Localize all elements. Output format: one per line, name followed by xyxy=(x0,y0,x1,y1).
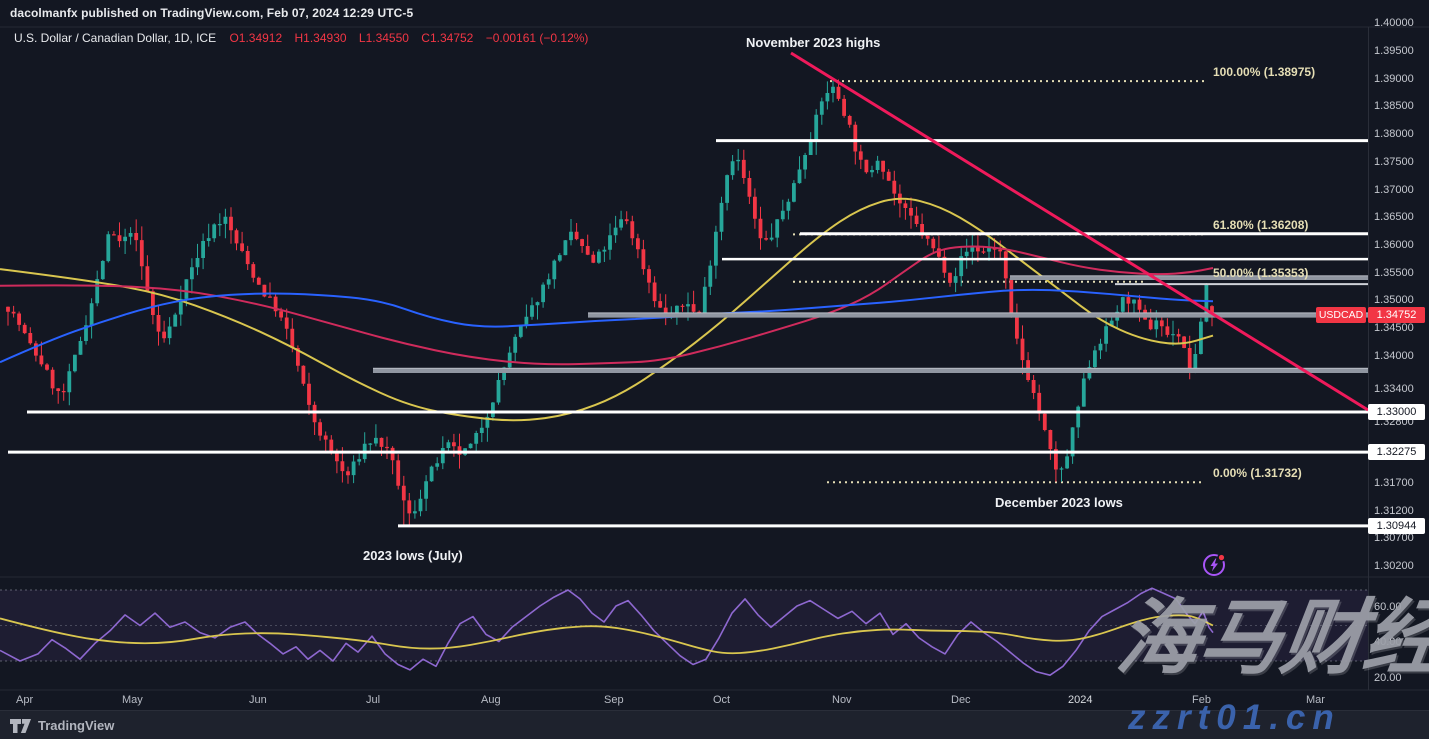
fib-label: 50.00% (1.35353) xyxy=(1213,265,1309,280)
price-tick: 1.37000 xyxy=(1374,183,1414,196)
ohlc-change: −0.00161 (−0.12%) xyxy=(485,31,589,45)
rsi-band-fill xyxy=(0,590,1368,661)
price-tick: 1.31200 xyxy=(1374,504,1414,517)
level-price-label: 1.33000 xyxy=(1368,404,1425,420)
price-tick: 1.34000 xyxy=(1374,349,1414,362)
symbol-title: U.S. Dollar / Canadian Dollar, 1D, ICE xyxy=(14,31,217,45)
usdcad-price-tag-value: 1.34752 xyxy=(1368,306,1425,323)
time-label-feb: Feb xyxy=(1192,694,1211,706)
level-price-label: 1.30944 xyxy=(1368,517,1425,534)
time-label-2024: 2024 xyxy=(1068,694,1093,706)
fib-label: 61.80% (1.36208) xyxy=(1213,218,1309,233)
symbol-ohlc-row: U.S. Dollar / Canadian Dollar, 1D, ICE O… xyxy=(14,31,597,45)
price-tick: 1.36500 xyxy=(1374,211,1414,224)
ma-yellow-line xyxy=(0,197,1214,422)
time-label-mar: Mar xyxy=(1306,694,1325,706)
price-tick: 1.34500 xyxy=(1374,321,1414,334)
footer-brand-text: TradingView xyxy=(38,718,115,733)
ma-pink-line xyxy=(0,245,1214,366)
price-tick: 1.30700 xyxy=(1374,532,1414,545)
price-tick: 1.39000 xyxy=(1374,72,1414,85)
price-tick: 1.35500 xyxy=(1374,266,1414,279)
price-tick: 1.33400 xyxy=(1374,382,1414,395)
tradingview-logo-link[interactable]: TradingView xyxy=(10,718,114,733)
fib-label: 100.00% (1.38975) xyxy=(1213,65,1316,80)
ohlc-open: O1.34912 xyxy=(229,31,283,45)
price-tick: 1.35000 xyxy=(1374,294,1414,307)
rsi-axis-label: 20.00 xyxy=(1374,671,1402,684)
time-label-oct: Oct xyxy=(713,694,731,706)
ohlc-close: C1.34752 xyxy=(421,31,474,45)
price-tick: 1.38000 xyxy=(1374,128,1414,141)
tradingview-logo-icon xyxy=(10,718,31,733)
time-label-jun: Jun xyxy=(249,694,267,706)
price-tick: 1.40000 xyxy=(1374,17,1414,30)
footer-bar: TradingView xyxy=(0,710,1429,739)
time-label-may: May xyxy=(122,694,143,706)
price-tick: 1.39500 xyxy=(1374,45,1414,58)
level-price-label: 1.32275 xyxy=(1368,444,1425,461)
lightning-bolt-glyph xyxy=(1210,558,1218,572)
rsi-axis-label: 40.00 xyxy=(1374,636,1402,649)
rsi-ma-line xyxy=(0,614,1214,655)
time-label-jul: Jul xyxy=(366,694,381,706)
rsi-line xyxy=(0,587,1214,676)
price-tick: 1.30200 xyxy=(1374,560,1414,573)
ohlc-high: H1.34930 xyxy=(294,31,347,45)
annotation-november-highs: November 2023 highs xyxy=(746,35,881,50)
annotation-december-lows: December 2023 lows xyxy=(995,495,1123,510)
time-label-sep: Sep xyxy=(604,694,624,706)
ma-blue-line xyxy=(0,288,1214,364)
descending-trendline[interactable] xyxy=(790,51,1369,412)
watermark-cjk-text: 海马财经 xyxy=(1111,593,1429,684)
rsi-axis-label: 60.00 xyxy=(1374,600,1402,613)
time-label-aug: Aug xyxy=(481,694,501,706)
fib-label: 0.00% (1.31732) xyxy=(1213,466,1302,481)
price-tick: 1.31700 xyxy=(1374,476,1414,489)
time-label-nov: Nov xyxy=(832,694,852,706)
usdcad-price-tag-symbol: USDCAD xyxy=(1316,307,1366,323)
notification-dot xyxy=(1217,553,1226,562)
annotation-july-lows: 2023 lows (July) xyxy=(363,548,463,563)
price-tick: 1.36000 xyxy=(1374,238,1414,251)
ohlc-low: L1.34550 xyxy=(358,31,409,45)
time-label-dec: Dec xyxy=(951,694,971,706)
time-label-apr: Apr xyxy=(16,694,34,706)
price-tick: 1.37500 xyxy=(1374,155,1414,168)
attribution-text: dacolmanfx published on TradingView.com,… xyxy=(10,6,414,20)
watermark-url-text: zzrt01.cn xyxy=(1128,698,1341,737)
price-tick: 1.38500 xyxy=(1374,100,1414,113)
boost-lightning-icon[interactable] xyxy=(1201,551,1229,584)
boost-circle xyxy=(1203,554,1225,576)
